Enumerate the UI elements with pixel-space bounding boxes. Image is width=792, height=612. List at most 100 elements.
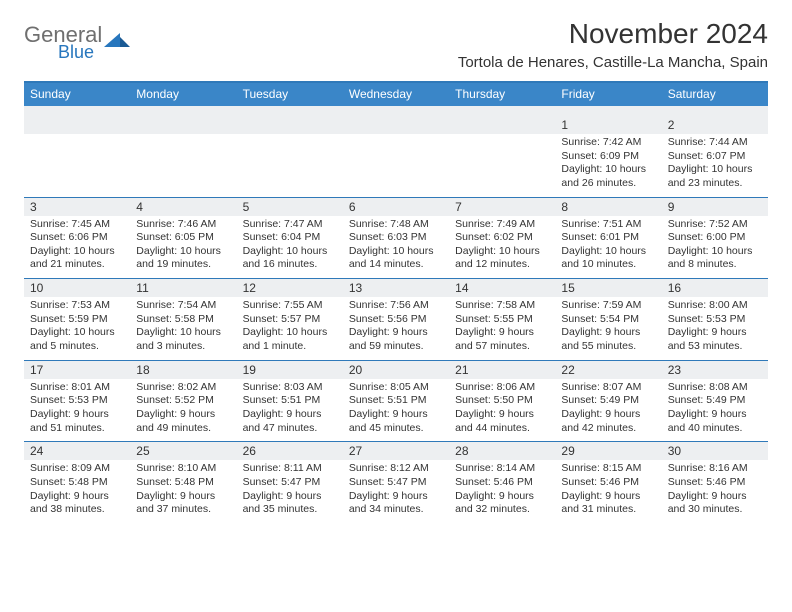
- sunrise: Sunrise: 8:08 AM: [668, 381, 762, 395]
- sunrise: Sunrise: 8:14 AM: [455, 462, 549, 476]
- spacer: [24, 106, 768, 116]
- day-cell: Sunrise: 8:11 AMSunset: 5:47 PMDaylight:…: [237, 460, 343, 523]
- sunrise: Sunrise: 8:00 AM: [668, 299, 762, 313]
- day-number: 30: [662, 442, 768, 460]
- sunrise: Sunrise: 8:12 AM: [349, 462, 443, 476]
- sunset: Sunset: 6:07 PM: [668, 150, 762, 164]
- day-cell: Sunrise: 8:00 AMSunset: 5:53 PMDaylight:…: [662, 297, 768, 360]
- daylight: Daylight: 10 hours and 26 minutes.: [561, 163, 655, 190]
- sunset: Sunset: 6:05 PM: [136, 231, 230, 245]
- daylight: Daylight: 9 hours and 38 minutes.: [30, 490, 124, 517]
- daynum-band: 10111213141516: [24, 278, 768, 297]
- sunrise: Sunrise: 7:49 AM: [455, 218, 549, 232]
- weeks-container: 12Sunrise: 7:42 AMSunset: 6:09 PMDayligh…: [24, 116, 768, 523]
- day-number: 28: [449, 442, 555, 460]
- day-number: [130, 116, 236, 134]
- day-cell: Sunrise: 7:44 AMSunset: 6:07 PMDaylight:…: [662, 134, 768, 197]
- sunset: Sunset: 5:51 PM: [243, 394, 337, 408]
- dow-saturday: Saturday: [662, 83, 768, 106]
- day-cell: Sunrise: 7:42 AMSunset: 6:09 PMDaylight:…: [555, 134, 661, 197]
- daylight: Daylight: 10 hours and 3 minutes.: [136, 326, 230, 353]
- dow-tuesday: Tuesday: [237, 83, 343, 106]
- day-number: 23: [662, 361, 768, 379]
- sunset: Sunset: 6:09 PM: [561, 150, 655, 164]
- day-number: 13: [343, 279, 449, 297]
- sunset: Sunset: 6:03 PM: [349, 231, 443, 245]
- day-cell: Sunrise: 8:08 AMSunset: 5:49 PMDaylight:…: [662, 379, 768, 442]
- daylight: Daylight: 9 hours and 30 minutes.: [668, 490, 762, 517]
- dow-thursday: Thursday: [449, 83, 555, 106]
- week-row: Sunrise: 8:09 AMSunset: 5:48 PMDaylight:…: [24, 460, 768, 523]
- sunset: Sunset: 5:47 PM: [349, 476, 443, 490]
- day-cell: Sunrise: 8:05 AMSunset: 5:51 PMDaylight:…: [343, 379, 449, 442]
- daylight: Daylight: 9 hours and 59 minutes.: [349, 326, 443, 353]
- day-cell: Sunrise: 7:49 AMSunset: 6:02 PMDaylight:…: [449, 216, 555, 279]
- daynum-band: 12: [24, 116, 768, 134]
- daylight: Daylight: 9 hours and 42 minutes.: [561, 408, 655, 435]
- dow-row: Sunday Monday Tuesday Wednesday Thursday…: [24, 83, 768, 106]
- daylight: Daylight: 9 hours and 57 minutes.: [455, 326, 549, 353]
- sunset: Sunset: 6:04 PM: [243, 231, 337, 245]
- sunset: Sunset: 5:54 PM: [561, 313, 655, 327]
- day-cell: Sunrise: 8:07 AMSunset: 5:49 PMDaylight:…: [555, 379, 661, 442]
- daylight: Daylight: 9 hours and 31 minutes.: [561, 490, 655, 517]
- sunrise: Sunrise: 7:48 AM: [349, 218, 443, 232]
- day-cell: Sunrise: 7:46 AMSunset: 6:05 PMDaylight:…: [130, 216, 236, 279]
- header: General Blue November 2024 Tortola de He…: [24, 18, 768, 71]
- sunrise: Sunrise: 8:01 AM: [30, 381, 124, 395]
- day-number: [343, 116, 449, 134]
- day-number: 10: [24, 279, 130, 297]
- day-number: 3: [24, 198, 130, 216]
- sunset: Sunset: 5:49 PM: [561, 394, 655, 408]
- daylight: Daylight: 9 hours and 45 minutes.: [349, 408, 443, 435]
- day-number: 11: [130, 279, 236, 297]
- day-cell: Sunrise: 7:51 AMSunset: 6:01 PMDaylight:…: [555, 216, 661, 279]
- daylight: Daylight: 10 hours and 23 minutes.: [668, 163, 762, 190]
- sunset: Sunset: 6:02 PM: [455, 231, 549, 245]
- sunset: Sunset: 5:57 PM: [243, 313, 337, 327]
- day-number: 9: [662, 198, 768, 216]
- day-cell: Sunrise: 8:06 AMSunset: 5:50 PMDaylight:…: [449, 379, 555, 442]
- sunset: Sunset: 5:52 PM: [136, 394, 230, 408]
- day-number: 24: [24, 442, 130, 460]
- day-cell: Sunrise: 8:15 AMSunset: 5:46 PMDaylight:…: [555, 460, 661, 523]
- day-number: 26: [237, 442, 343, 460]
- day-cell: Sunrise: 8:12 AMSunset: 5:47 PMDaylight:…: [343, 460, 449, 523]
- daylight: Daylight: 10 hours and 1 minute.: [243, 326, 337, 353]
- day-cell: Sunrise: 7:45 AMSunset: 6:06 PMDaylight:…: [24, 216, 130, 279]
- daylight: Daylight: 9 hours and 40 minutes.: [668, 408, 762, 435]
- daylight: Daylight: 9 hours and 34 minutes.: [349, 490, 443, 517]
- week-row: Sunrise: 7:53 AMSunset: 5:59 PMDaylight:…: [24, 297, 768, 360]
- sunrise: Sunrise: 7:53 AM: [30, 299, 124, 313]
- day-number: 7: [449, 198, 555, 216]
- daylight: Daylight: 9 hours and 37 minutes.: [136, 490, 230, 517]
- day-cell: Sunrise: 7:52 AMSunset: 6:00 PMDaylight:…: [662, 216, 768, 279]
- day-number: 22: [555, 361, 661, 379]
- day-number: 1: [555, 116, 661, 134]
- day-number: [237, 116, 343, 134]
- sunrise: Sunrise: 7:56 AM: [349, 299, 443, 313]
- week-row: Sunrise: 7:42 AMSunset: 6:09 PMDaylight:…: [24, 134, 768, 197]
- day-number: [24, 116, 130, 134]
- day-number: 19: [237, 361, 343, 379]
- sunrise: Sunrise: 8:06 AM: [455, 381, 549, 395]
- sunset: Sunset: 6:06 PM: [30, 231, 124, 245]
- day-cell: [449, 134, 555, 197]
- day-cell: [130, 134, 236, 197]
- month-title: November 2024: [458, 18, 768, 50]
- sunset: Sunset: 5:53 PM: [668, 313, 762, 327]
- day-number: 27: [343, 442, 449, 460]
- sunrise: Sunrise: 8:10 AM: [136, 462, 230, 476]
- day-cell: Sunrise: 8:01 AMSunset: 5:53 PMDaylight:…: [24, 379, 130, 442]
- dow-sunday: Sunday: [24, 83, 130, 106]
- day-number: 15: [555, 279, 661, 297]
- daynum-band: 3456789: [24, 197, 768, 216]
- day-cell: Sunrise: 7:56 AMSunset: 5:56 PMDaylight:…: [343, 297, 449, 360]
- day-number: 16: [662, 279, 768, 297]
- brand-text: General Blue: [24, 24, 102, 61]
- sunset: Sunset: 5:46 PM: [561, 476, 655, 490]
- sunset: Sunset: 5:55 PM: [455, 313, 549, 327]
- daylight: Daylight: 10 hours and 14 minutes.: [349, 245, 443, 272]
- week-row: Sunrise: 8:01 AMSunset: 5:53 PMDaylight:…: [24, 379, 768, 442]
- daylight: Daylight: 10 hours and 8 minutes.: [668, 245, 762, 272]
